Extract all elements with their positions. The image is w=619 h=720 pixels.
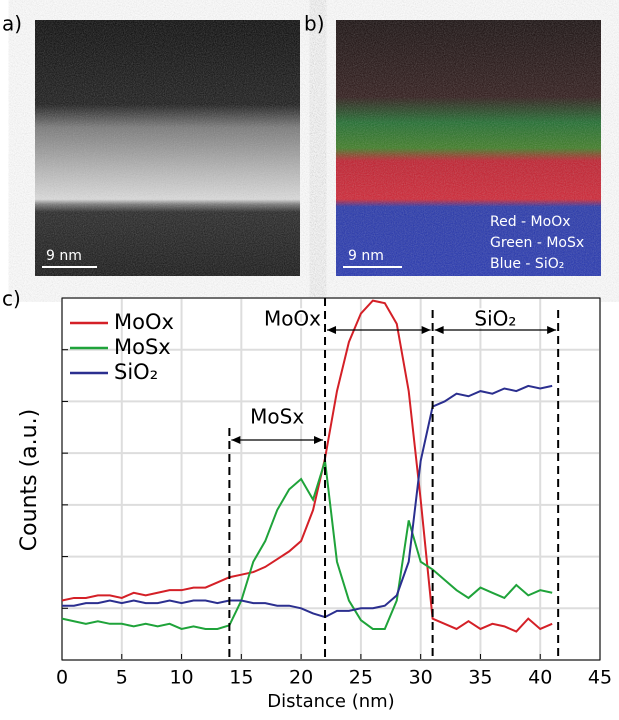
color-key: Green - MoSx — [490, 235, 584, 251]
y-axis-label: Counts (a.u.) — [17, 409, 42, 551]
x-tick-label: 20 — [289, 667, 313, 689]
image-noise — [35, 20, 300, 276]
x-tick-label: 0 — [56, 667, 68, 689]
data-line — [62, 384, 553, 619]
data-line — [61, 299, 553, 633]
plot: 0 5 10 15 20 25 30 35 40 45 Distance (nm) Counts (a… — [17, 297, 612, 712]
scale-label: 9 nm — [46, 248, 82, 264]
x-tick-label: 10 — [169, 667, 193, 689]
plot-area — [62, 298, 600, 660]
image-noise — [336, 20, 601, 276]
x-tick-label: 5 — [116, 667, 128, 689]
x-tick-label: 25 — [349, 667, 373, 689]
panel-label: b) — [304, 12, 325, 36]
data-line — [61, 460, 553, 631]
panel-label: c) — [2, 287, 21, 311]
legend-label: MoOx — [114, 310, 174, 334]
scale-label: 9 nm — [348, 248, 384, 264]
x-tick-label: 15 — [229, 667, 253, 689]
span-label: MoOx — [264, 307, 321, 331]
x-tick-label: 45 — [588, 667, 612, 689]
x-tick-label: 30 — [409, 667, 433, 689]
x-tick-label: 35 — [468, 667, 492, 689]
color-key: Red - MoOx — [490, 214, 571, 230]
legend-label: MoSx — [114, 335, 171, 359]
span-label: SiO₂ — [474, 307, 516, 331]
legend-label: SiO₂ — [114, 360, 158, 384]
axes-frame — [61, 297, 601, 661]
color-key: Blue - SiO₂ — [490, 256, 564, 272]
x-axis-label: Distance (nm) — [267, 691, 394, 712]
span-label: MoSx — [250, 405, 304, 429]
panel-label: a) — [2, 12, 22, 36]
x-tick-label: 40 — [528, 667, 552, 689]
